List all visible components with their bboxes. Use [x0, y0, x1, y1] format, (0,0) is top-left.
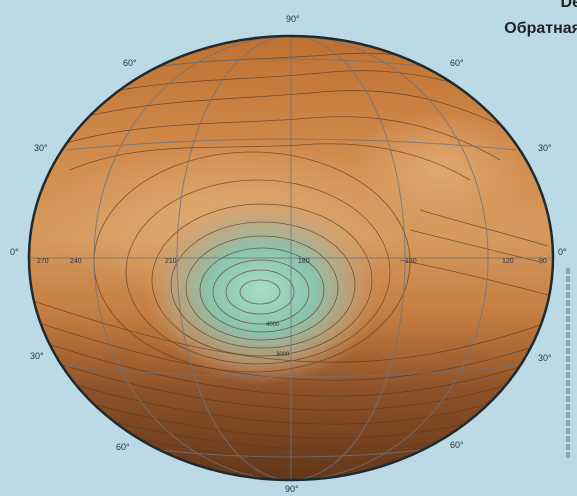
- label-lon: 150: [405, 258, 417, 265]
- label-lat-30s-right: 30°: [538, 353, 552, 363]
- contour-lines: [29, 52, 553, 463]
- label-lat-30n-left: 30°: [34, 143, 48, 153]
- label-lon: 240: [70, 258, 82, 265]
- contour-label: 3000: [276, 352, 290, 358]
- label-lon: 270: [37, 258, 49, 265]
- label-lon: 120: [502, 258, 514, 265]
- map-title: De: [560, 0, 577, 11]
- label-lat-60s-right: 60°: [450, 440, 464, 450]
- label-lat-60n-right: 60°: [450, 58, 464, 68]
- label-lon: 180: [298, 258, 310, 265]
- label-lat-0-right: 0°: [558, 247, 567, 257]
- map-subtitle: Обратная: [504, 20, 577, 37]
- label-lon: 210: [165, 258, 177, 265]
- label-lat-60n-left: 60°: [123, 58, 137, 68]
- label-lat-0-left: 0°: [10, 247, 19, 257]
- scale-legend: [566, 268, 574, 458]
- basin-region: [142, 195, 382, 385]
- globe-rim: [27, 34, 555, 482]
- label-lat-60s-left: 60°: [116, 442, 130, 452]
- contour-label: 4000: [266, 322, 280, 328]
- label-lat-30s-left: 30°: [30, 351, 44, 361]
- label-lon: 90: [539, 258, 547, 265]
- label-lat-30n-right: 30°: [538, 143, 552, 153]
- graticule: [29, 36, 553, 480]
- highland-region-east: [350, 110, 530, 230]
- label-lat-90n: 90°: [286, 14, 300, 24]
- label-lat-90s: 90°: [285, 484, 299, 494]
